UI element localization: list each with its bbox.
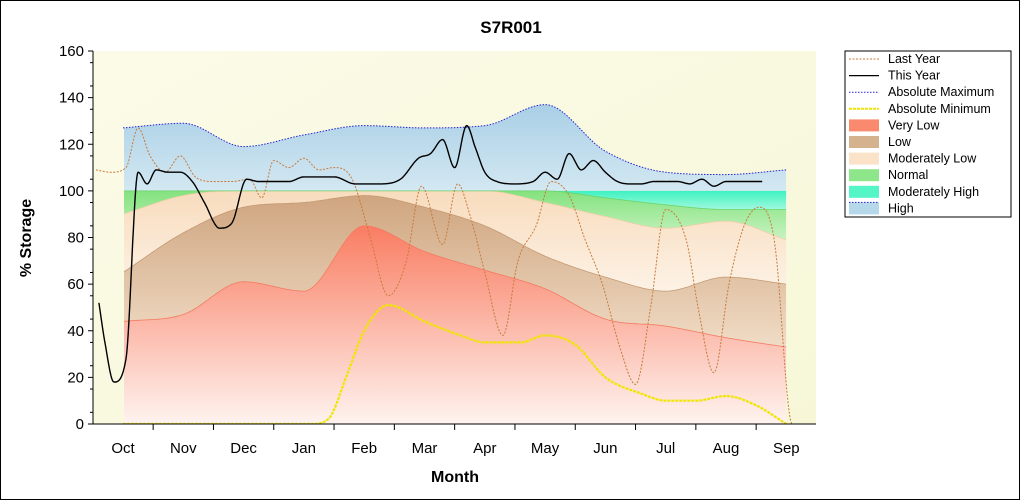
y-tick-label: 160: [59, 43, 84, 60]
y-axis-label: % Storage: [18, 199, 35, 277]
y-tick-label: 20: [67, 369, 84, 386]
band-low: [124, 195, 787, 347]
legend-swatch-very-low: [849, 119, 879, 132]
y-tick-label: 40: [67, 323, 84, 340]
band-very-low: [124, 225, 787, 424]
legend-swatch-moderately-high: [849, 185, 879, 198]
legend-label: High: [888, 201, 914, 215]
absolute-minimum-line: [122, 304, 787, 424]
x-axis-label: Month: [431, 469, 479, 486]
y-tick-label: 60: [67, 276, 84, 293]
this-year-line: [98, 124, 763, 383]
y-tick-label: 80: [67, 230, 84, 247]
legend-label: Very Low: [888, 118, 940, 132]
plot-area: [93, 51, 816, 424]
absolute-maximum-line: [123, 104, 787, 176]
y-tick-label: 100: [59, 183, 84, 200]
legend-swatch-normal: [849, 169, 879, 182]
x-tick-label: Apr: [473, 440, 496, 457]
x-tick-label: May: [531, 440, 560, 457]
x-tick-label: Aug: [713, 440, 740, 457]
legend-swatch-low: [849, 136, 879, 148]
x-tick-label: Sep: [773, 440, 800, 457]
legend-label: Absolute Maximum: [888, 85, 994, 99]
y-tick-label: 0: [76, 416, 84, 433]
legend-swatch-moderately-low: [849, 152, 879, 165]
legend-label: Low: [888, 135, 912, 149]
x-tick-label: Jan: [292, 440, 316, 457]
legend: Last Year This Year Absolute Maximum Absolu…: [844, 50, 1012, 218]
x-tick-label: Mar: [412, 440, 438, 457]
band-normal: [124, 190, 787, 240]
x-tick-label: Nov: [170, 440, 197, 457]
legend-label: Last Year: [888, 52, 940, 66]
legend-label: Moderately High: [888, 185, 979, 199]
last-year-line: [95, 127, 811, 424]
legend-label: This Year: [888, 69, 940, 83]
x-tick-label: Jul: [656, 440, 675, 457]
plot-clip-group: [93, 51, 816, 424]
legend-label: Normal: [888, 168, 928, 182]
band-high: [124, 104, 787, 191]
very-low-edge: [123, 225, 787, 348]
band-moderately-low: [124, 190, 787, 292]
band-moderately-high: [124, 190, 787, 210]
x-tick-label: Jun: [593, 440, 617, 457]
axes: 0 20 40 60 80 100 120 140 160 Oct Nov Dec Jan Feb Mar A…: [59, 43, 816, 457]
y-tick-label: 120: [59, 136, 84, 153]
legend-label: Moderately Low: [888, 152, 977, 166]
legend-label: Absolute Minimum: [888, 102, 991, 116]
x-tick-label: Oct: [111, 440, 135, 457]
legend-swatch-high: [849, 202, 879, 215]
x-tick-label: Feb: [351, 440, 377, 457]
normal-edge: [124, 190, 787, 210]
low-edge: [123, 195, 787, 292]
x-tick-label: Dec: [230, 440, 257, 457]
y-tick-label: 140: [59, 90, 84, 107]
chart-title: S7R001: [480, 18, 541, 37]
